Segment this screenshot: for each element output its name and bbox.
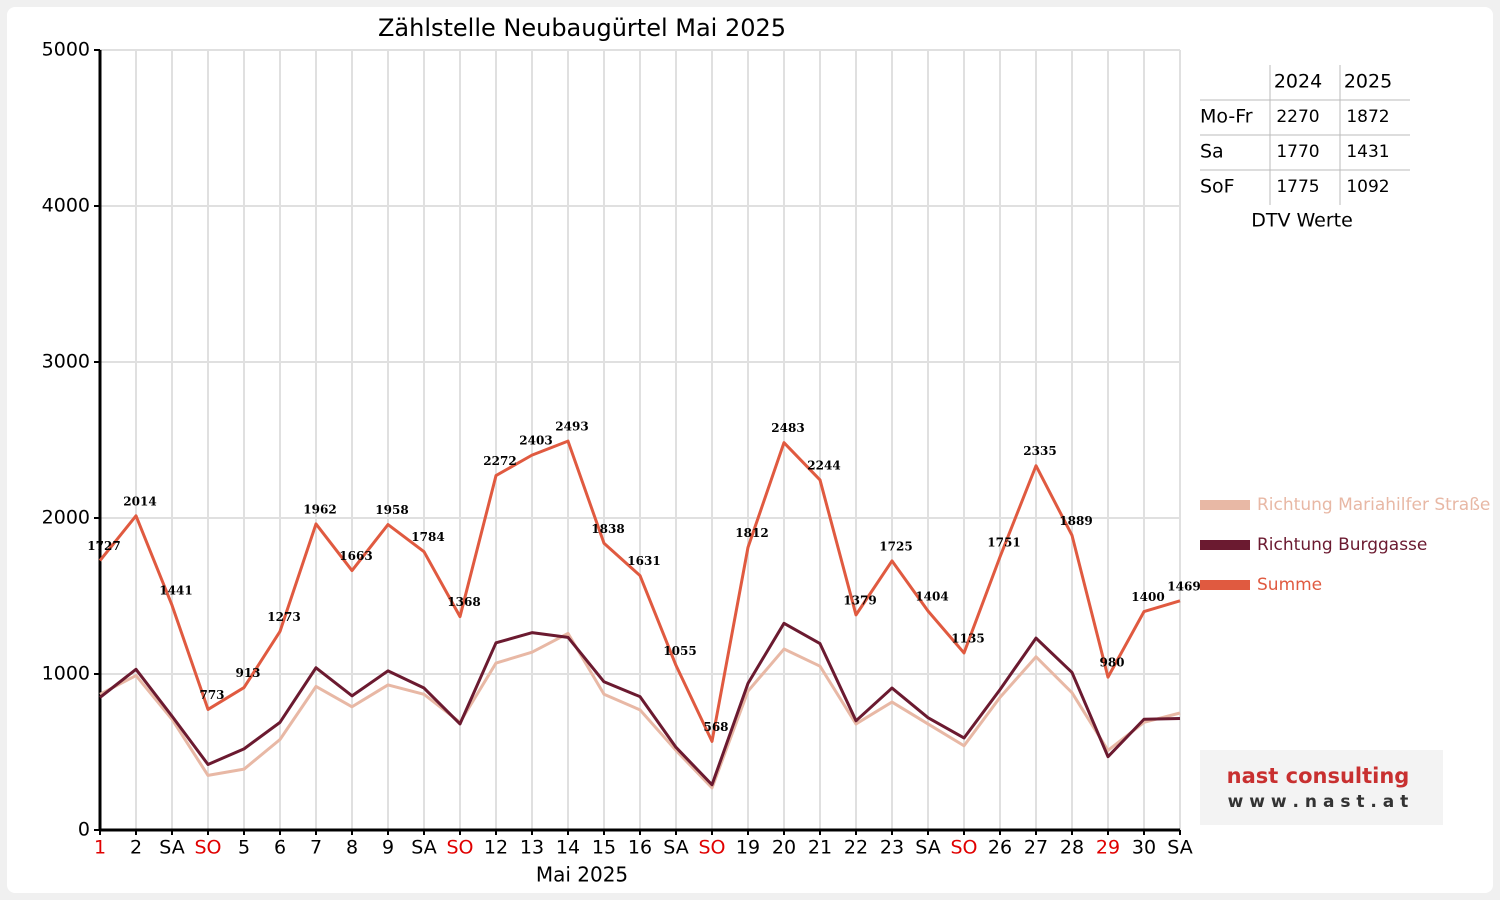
table-cell: 1092: [1346, 177, 1389, 197]
table-caption: DTV Werte: [1251, 210, 1353, 232]
series-line: [99, 621, 1181, 787]
value-label: 1368: [447, 595, 480, 609]
value-label: 1273: [267, 610, 300, 624]
value-label: 1400: [1131, 590, 1164, 604]
x-tick-label: 12: [484, 837, 508, 859]
logo-name: nast consulting: [1227, 764, 1410, 788]
panel: [7, 7, 1493, 893]
value-label: 2272: [483, 454, 516, 468]
legend-swatch: [1200, 540, 1250, 550]
value-label: 1379: [843, 593, 876, 607]
x-tick-label: 8: [346, 837, 358, 859]
table-cell: 1431: [1346, 142, 1389, 162]
table-row-label: Mo-Fr: [1200, 106, 1253, 128]
chart-title: Zählstelle Neubaugürtel Mai 2025: [378, 14, 786, 42]
value-label: 2014: [123, 494, 156, 508]
value-label: 1838: [591, 522, 624, 536]
value-label: 1727: [87, 539, 120, 553]
x-tick-label: 19: [736, 837, 760, 859]
value-label: 2335: [1023, 444, 1056, 458]
table-row-label: Sa: [1200, 141, 1224, 163]
value-label: 1135: [951, 631, 984, 645]
value-label: 2493: [555, 420, 588, 434]
value-label: 1962: [303, 502, 336, 516]
x-tick-label: SA: [1167, 837, 1192, 859]
x-tick-label: 15: [592, 837, 616, 859]
y-tick-label: 2000: [42, 507, 90, 529]
value-label: 2403: [519, 434, 552, 448]
value-label: 1784: [411, 530, 444, 544]
value-label: 980: [1099, 656, 1124, 670]
value-label: 1663: [339, 549, 372, 563]
x-tick-label: 30: [1132, 837, 1156, 859]
x-tick-label: SO: [446, 837, 473, 859]
x-tick-label: 26: [988, 837, 1012, 859]
table-cell: 1770: [1276, 142, 1319, 162]
value-label: 1889: [1059, 514, 1092, 528]
x-tick-label: 29: [1096, 837, 1120, 859]
y-tick-label: 1000: [42, 663, 90, 685]
value-label: 1751: [987, 535, 1020, 549]
y-tick-label: 4000: [42, 195, 90, 217]
x-tick-label: SO: [194, 837, 221, 859]
x-axis-label: Mai 2025: [536, 863, 628, 887]
logo-box: [1200, 750, 1443, 825]
x-tick-label: SO: [698, 837, 725, 859]
value-label: 568: [703, 720, 728, 734]
x-tick-label: 13: [520, 837, 544, 859]
legend-swatch: [1200, 580, 1250, 590]
x-tick-label: 9: [382, 837, 394, 859]
value-label: 913: [235, 666, 260, 680]
x-tick-label: SO: [950, 837, 977, 859]
x-tick-label: 14: [556, 837, 580, 859]
y-tick-label: 3000: [42, 351, 90, 373]
value-label: 2483: [771, 421, 804, 435]
value-label: 1469: [1167, 579, 1200, 593]
x-tick-label: SA: [915, 837, 940, 859]
x-tick-label: 6: [274, 837, 286, 859]
table-header: 2025: [1344, 71, 1392, 93]
x-tick-label: 16: [628, 837, 652, 859]
x-tick-label: 21: [808, 837, 832, 859]
x-tick-label: 5: [238, 837, 250, 859]
x-tick-label: 20: [772, 837, 796, 859]
x-tick-label: 7: [310, 837, 322, 859]
y-tick-label: 5000: [42, 39, 90, 61]
value-label: 1631: [627, 554, 660, 568]
value-label: 1404: [915, 589, 948, 603]
value-label: 1812: [735, 526, 768, 540]
x-tick-label: SA: [411, 837, 436, 859]
value-label: 1441: [159, 584, 192, 598]
table-cell: 2270: [1276, 107, 1319, 127]
logo-url: w w w . n a s t . a t: [1228, 792, 1409, 812]
x-tick-label: 23: [880, 837, 904, 859]
value-label: 1958: [375, 503, 408, 517]
x-tick-label: 27: [1024, 837, 1048, 859]
x-tick-label: 2: [130, 837, 142, 859]
x-tick-label: 22: [844, 837, 868, 859]
value-label: 1725: [879, 539, 912, 553]
x-tick-label: SA: [159, 837, 184, 859]
series-line: [99, 631, 1181, 790]
series-line: [98, 439, 1181, 743]
table-row-label: SoF: [1200, 176, 1235, 198]
legend-swatch: [1200, 500, 1250, 510]
y-tick-label: 0: [78, 819, 90, 841]
value-label: 2244: [807, 458, 840, 472]
table-cell: 1872: [1346, 107, 1389, 127]
x-tick-label: SA: [663, 837, 688, 859]
x-tick-label: 28: [1060, 837, 1084, 859]
legend-label: Richtung Burggasse: [1257, 535, 1427, 555]
table-cell: 1775: [1276, 177, 1319, 197]
legend-label: Richtung Mariahilfer Straße: [1257, 495, 1490, 515]
legend-label: Summe: [1257, 575, 1322, 595]
table-header: 2024: [1274, 71, 1322, 93]
x-tick-label: 1: [94, 837, 106, 859]
value-label: 773: [199, 688, 224, 702]
value-label: 1055: [663, 644, 696, 658]
